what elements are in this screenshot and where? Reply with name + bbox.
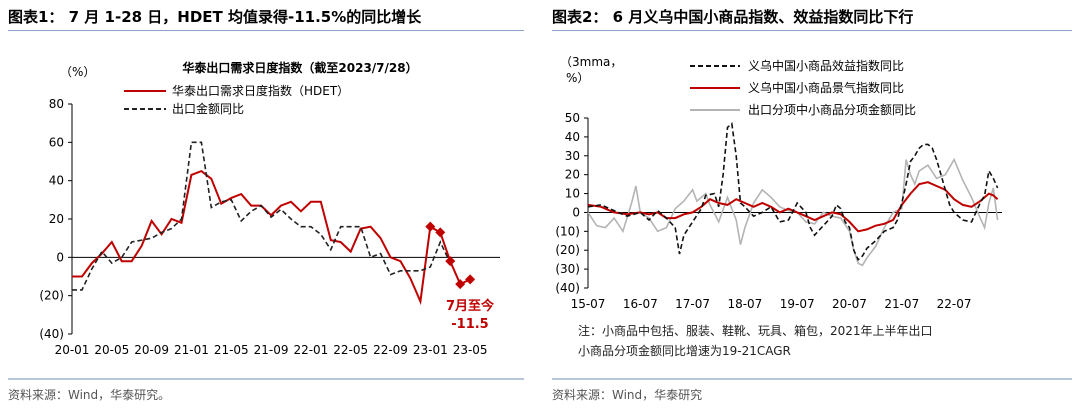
right-panel-title: 图表2： 6 月义乌中国小商品指数、效益指数同比下行 [552,8,914,26]
right-series-benefit-line [587,122,999,262]
left-x-tick-label: 20-09 [134,343,169,357]
left-title-rule [8,30,524,31]
right-y-tick-label: (30) [555,262,580,276]
right-series-export-line [587,157,999,267]
left-chart: (40) (20) 0 20 40 60 80 20-01 20-05 20-09 21-01 21-… [39,60,500,357]
left-x-tick-label: 20-01 [55,343,90,357]
right-y-tick-label: 40 [565,130,580,144]
left-panel-title: 图表1： 7 月 1-28 日，HDET 均值录得-11.5%的同比增长 [8,8,422,26]
right-y-tick-label: (40) [555,281,580,295]
right-y-tick-label: 10 [565,187,580,201]
left-hdet-marker [465,274,476,285]
right-x-tick-label: 21-07 [884,297,919,311]
left-chart-title: 华泰出口需求日度指数（截至2023/7/28） [182,60,417,75]
left-annotation-line2: -11.5 [451,317,488,332]
left-bottom-rule [8,378,524,380]
right-note-line2: 小商品分项金额同比增速为19-21CAGR [578,344,791,358]
right-y-tick-label: (10) [555,224,580,238]
left-x-tick-label: 22-05 [333,343,368,357]
left-x-tick-label: 23-01 [413,343,448,357]
right-bottom-rule [552,378,1072,380]
left-source: 资料来源：Wind，华泰研究。 [8,388,171,402]
left-x-tick-label: 22-01 [293,343,328,357]
right-x-tick-label: 18-07 [727,297,762,311]
right-y-tick-label: 50 [565,111,580,125]
right-y-tick-label: (20) [555,243,580,257]
left-x-tick-label: 20-05 [94,343,129,357]
left-x-tick-label: 22-09 [373,343,408,357]
right-note-line1: 注：小商品中包括、服装、鞋靴、玩具、箱包，2021年上半年出口 [578,324,933,338]
right-y-tick-label: 0 [572,205,580,219]
right-y-unit-line1: （3mma， [560,55,622,69]
right-x-tick-label: 16-07 [623,297,658,311]
left-hdet-marker [435,227,446,238]
left-hdet-marker [455,279,466,290]
left-x-tick-label: 21-05 [214,343,249,357]
right-series-prosperity-line [587,181,999,233]
right-chart: (40) (30) (20) (10) 0 10 20 30 40 50 15-07 16-07 17-… [555,55,1002,311]
left-x-tick-label: 21-01 [174,343,209,357]
left-legend-export-label: 出口金额同比 [172,101,244,116]
left-x-tick-label: 21-09 [254,343,289,357]
left-x-tick-label: 23-05 [453,343,488,357]
right-source: 资料来源：Wind，华泰研究 [552,388,703,402]
right-legend-prosperity-label: 义乌中国小商品景气指数同比 [748,80,904,95]
right-x-tick-label: 17-07 [675,297,710,311]
right-x-tick-label: 15-07 [571,297,606,311]
left-legend-hdet-label: 华泰出口需求日度指数（HDET） [172,83,349,98]
left-series-export-line [72,141,451,291]
left-y-unit: （%） [60,65,95,79]
left-y-tick-label: 40 [49,174,64,188]
right-y-tick-label: 20 [565,168,580,182]
left-y-tick-label: 20 [49,212,64,226]
left-y-tick-label: 80 [49,97,64,111]
left-y-tick-label: 0 [56,250,64,264]
right-y-unit-line2: %） [566,71,589,85]
left-y-tick-label: 60 [49,135,64,149]
left-annotation-line1: 7月至今 [446,298,495,314]
right-x-tick-label: 22-07 [937,297,972,311]
left-y-tick-label: (40) [39,327,64,341]
right-title-rule [552,30,1072,31]
right-x-tick-label: 19-07 [780,297,815,311]
right-legend-export-label: 出口分项中小商品分项金额同比 [748,102,916,117]
right-legend-benefit-label: 义乌中国小商品效益指数同比 [748,58,904,73]
right-x-tick-label: 20-07 [832,297,867,311]
left-hdet-marker [425,221,436,232]
left-hdet-marker [445,256,456,267]
left-y-tick-label: (20) [39,289,64,303]
left-series-hdet-line [72,169,471,306]
right-y-tick-label: 30 [565,149,580,163]
